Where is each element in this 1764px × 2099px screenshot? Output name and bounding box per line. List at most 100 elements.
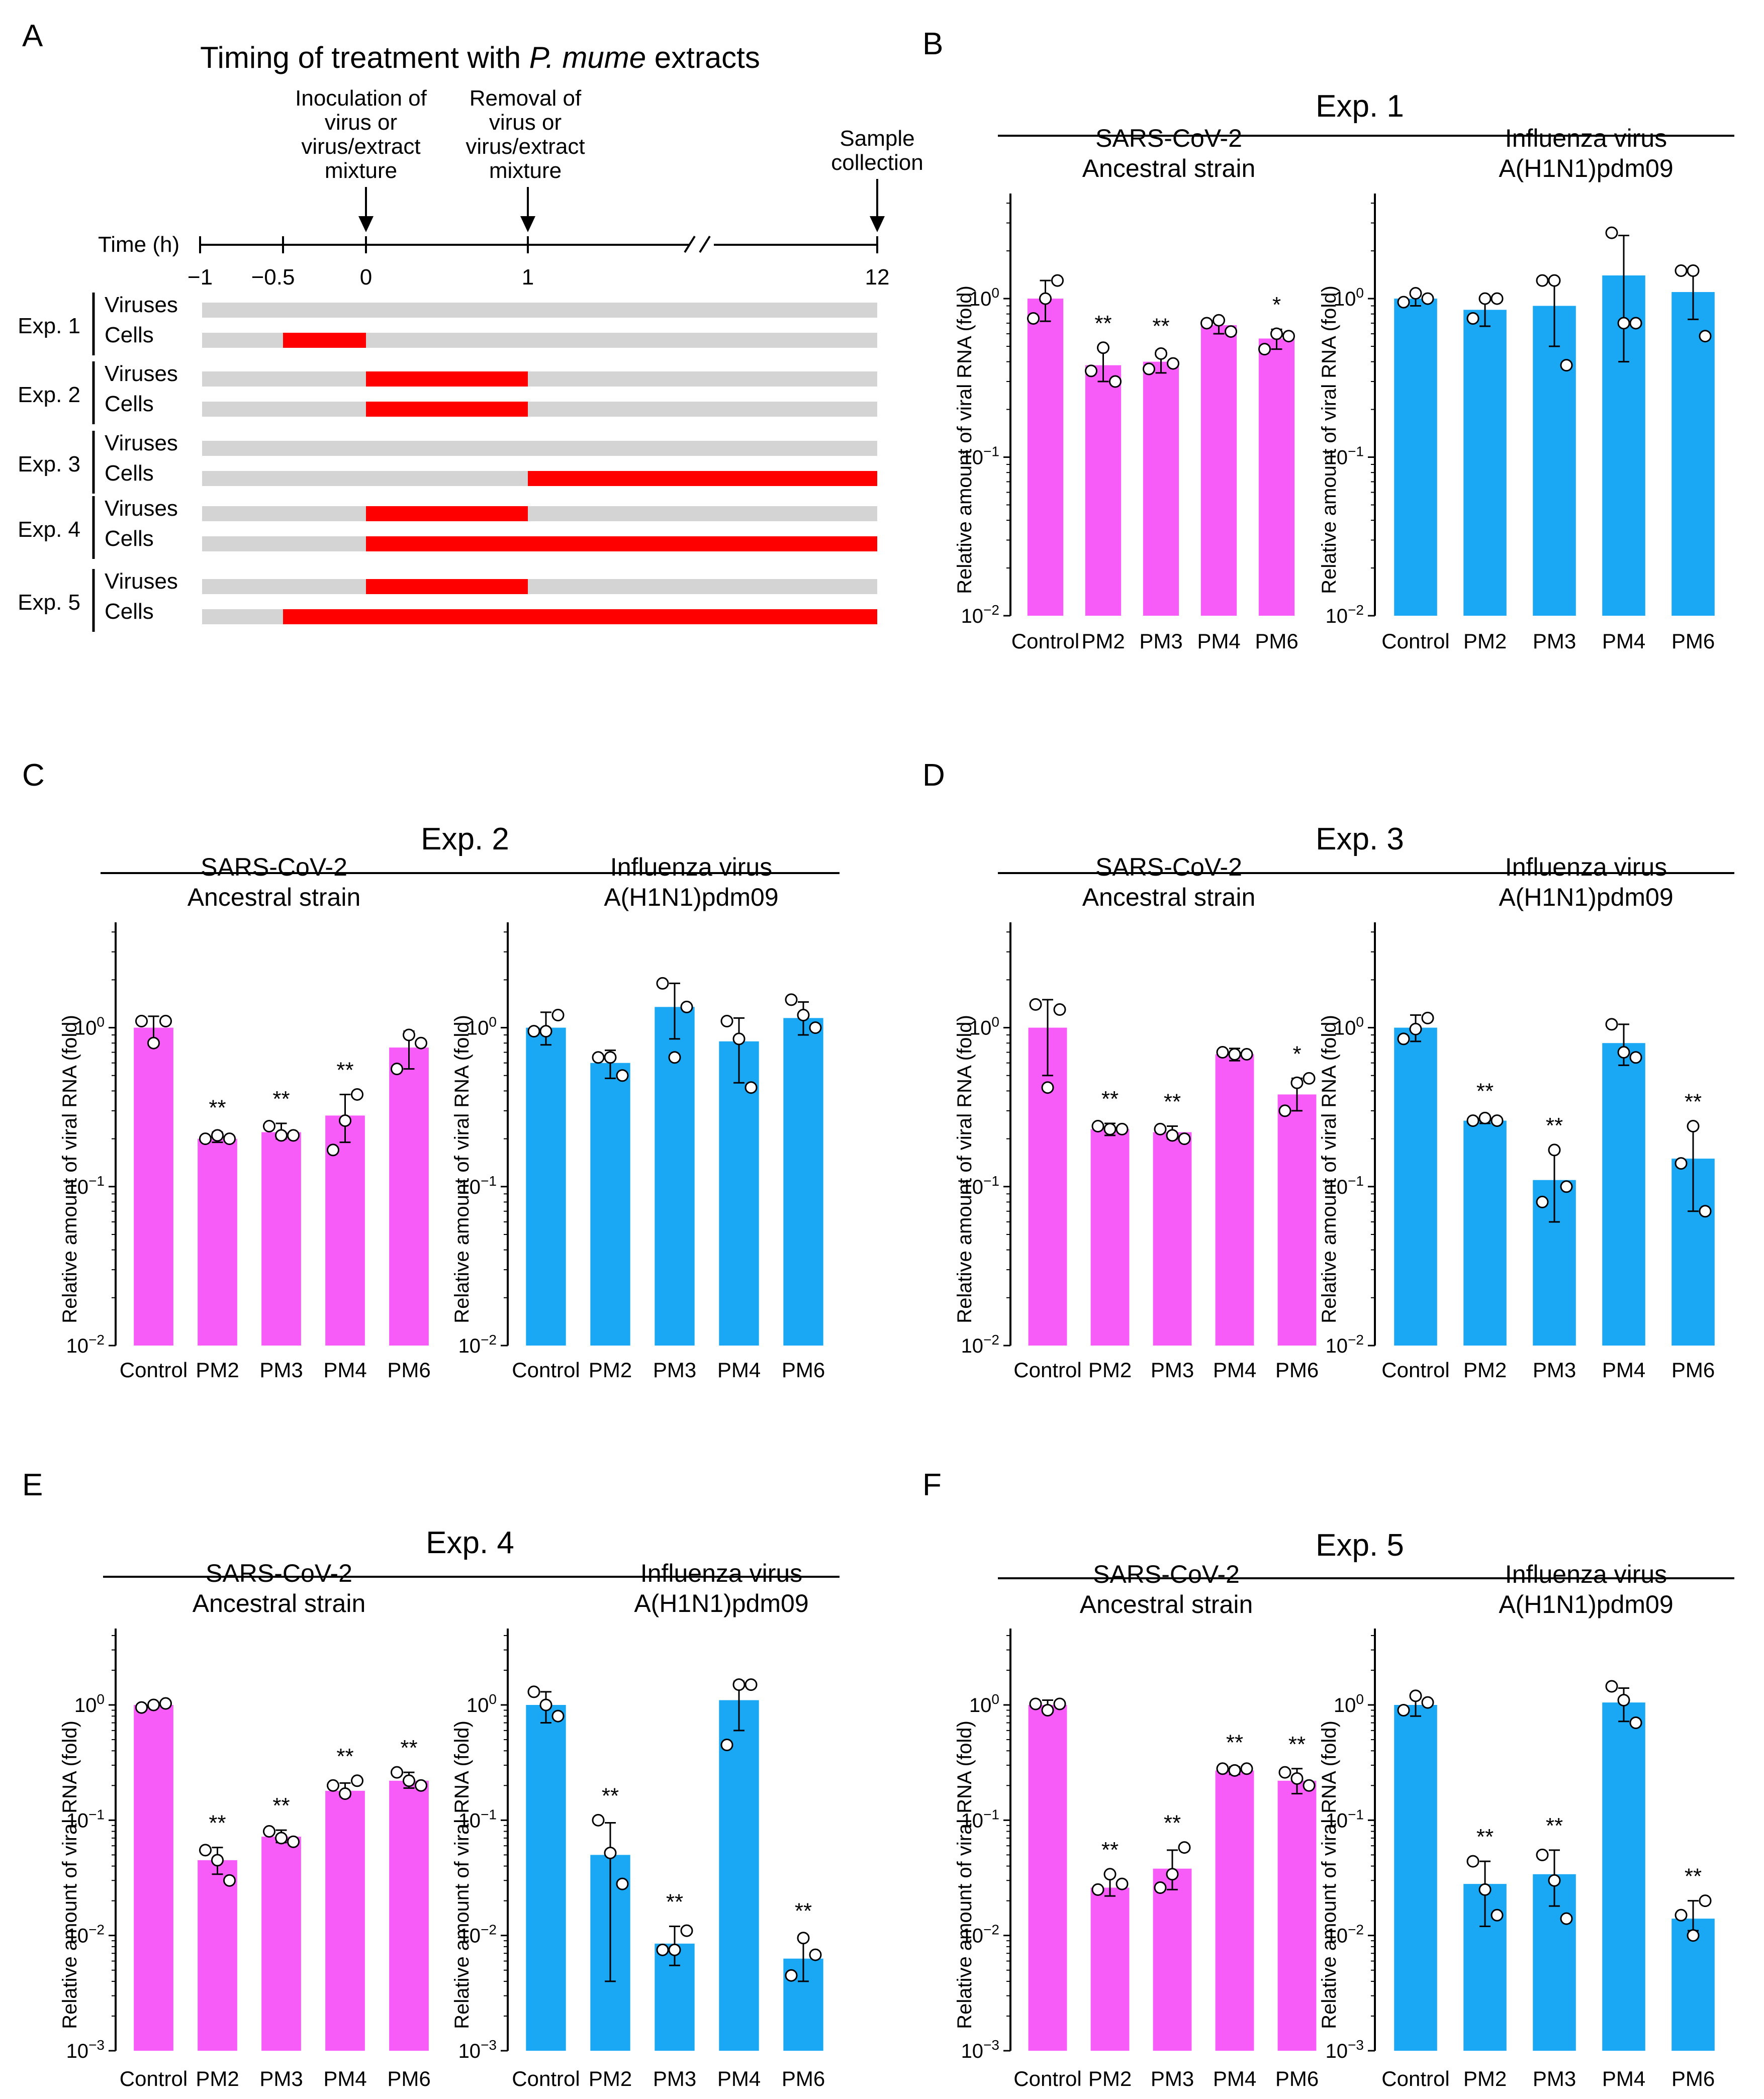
replicate-point xyxy=(1699,1894,1712,1907)
replicate-point xyxy=(263,1120,275,1133)
y-axis-label: Relative amount of viral RNA (fold) xyxy=(1318,1015,1340,1323)
replicate-point xyxy=(1278,1104,1291,1117)
replicate-point xyxy=(604,1051,617,1064)
significance-mark: ** xyxy=(400,1736,417,1760)
replicate-point xyxy=(1116,1877,1129,1890)
replicate-point xyxy=(592,1814,605,1827)
bar-pm4 xyxy=(1215,1770,1254,2051)
y-axis-label: Relative amount of viral RNA (fold) xyxy=(954,285,976,594)
event-label-line: Inoculation of xyxy=(295,86,427,111)
replicate-point xyxy=(1397,296,1410,309)
x-tick-label: PM2 xyxy=(589,1358,632,1382)
replicate-point xyxy=(1290,1076,1304,1089)
x-tick-label: PM3 xyxy=(1151,1358,1194,1382)
replicate-point xyxy=(1421,1696,1434,1709)
time-axis-label: Time (h) xyxy=(98,232,179,257)
significance-mark: ** xyxy=(1476,1079,1494,1103)
y-tick-label: 10−2 xyxy=(458,1332,497,1357)
replicate-point xyxy=(616,1877,629,1890)
experiment-1-timeline: Exp. 1 Viruses Cells xyxy=(18,293,877,355)
y-tick-label: 10−2 xyxy=(1326,1922,1364,1947)
experiment-4-timeline: Exp. 4 Viruses Cells xyxy=(18,496,877,559)
replicate-point xyxy=(1548,1143,1561,1157)
replicate-point xyxy=(1409,1689,1422,1702)
x-tick-label: PM2 xyxy=(1463,2067,1507,2090)
treatment-period-bar xyxy=(366,506,528,521)
replicate-point xyxy=(1178,1132,1191,1146)
treatment-period-bar xyxy=(528,471,877,486)
replicate-point xyxy=(415,1779,427,1792)
replicate-point xyxy=(135,1014,148,1027)
subplot-title-line: Influenza virus xyxy=(1505,124,1667,152)
experiment-title: Exp. 2 xyxy=(421,822,509,856)
significance-mark: ** xyxy=(1546,1113,1563,1138)
x-tick-label: PM3 xyxy=(1533,2067,1576,2090)
subplot-title-line: SARS-CoV-2 xyxy=(1093,1560,1240,1588)
x-tick-label: PM4 xyxy=(1602,629,1645,653)
timeline-row-label: Cells xyxy=(105,392,154,416)
replicate-point xyxy=(1466,1855,1479,1868)
significance-mark: ** xyxy=(795,1899,812,1924)
bar-pm4 xyxy=(1200,325,1237,616)
x-tick-label: PM4 xyxy=(717,2067,761,2090)
y-tick-label: 10−3 xyxy=(1326,2037,1364,2062)
subplot-title-line: Influenza virus xyxy=(1505,853,1667,881)
x-tick-label: PM3 xyxy=(1533,629,1576,653)
y-tick-label: 10−3 xyxy=(66,2037,105,2062)
timeline-bar xyxy=(202,402,877,417)
replicate-point xyxy=(1258,343,1271,356)
replicate-point xyxy=(1617,1046,1630,1059)
replicate-point xyxy=(1103,1868,1117,1881)
significance-mark: ** xyxy=(272,1793,290,1818)
panel-a-timeline: A Timing of treatment with P. mume extra… xyxy=(18,19,923,632)
significance-mark: * xyxy=(1272,293,1281,317)
x-tick-label: Control xyxy=(1381,1358,1449,1382)
significance-mark: ** xyxy=(209,1096,226,1120)
replicate-point xyxy=(1216,1762,1229,1775)
replicate-point xyxy=(351,1774,363,1787)
y-tick-label: 100 xyxy=(1334,1691,1364,1716)
x-tick-label: Control xyxy=(1381,629,1449,653)
replicate-point xyxy=(604,1846,617,1859)
subplot-title-line: A(H1N1)pdm09 xyxy=(1499,154,1673,182)
x-tick-label: PM3 xyxy=(1139,629,1182,653)
replicate-point xyxy=(1491,292,1504,305)
y-tick-label: 100 xyxy=(74,1691,105,1716)
replicate-point xyxy=(1617,317,1630,330)
replicate-point xyxy=(656,1943,669,1956)
subplot-title-line: Influenza virus xyxy=(610,853,772,881)
experiment-title: Exp. 5 xyxy=(1316,1528,1404,1563)
replicate-point xyxy=(1629,1051,1642,1064)
x-tick-label: PM6 xyxy=(387,2067,430,2090)
y-tick-label: 10−3 xyxy=(458,2037,497,2062)
x-tick-label: PM4 xyxy=(1213,1358,1256,1382)
replicate-point xyxy=(339,1114,351,1127)
x-tick-label: Control xyxy=(1011,629,1079,653)
y-tick-label: 100 xyxy=(969,1691,999,1716)
significance-mark: ** xyxy=(1476,1825,1494,1849)
subplot-title-line: Influenza virus xyxy=(640,1559,802,1587)
y-axis-label: Relative amount of viral RNA (fold) xyxy=(1318,285,1340,594)
replicate-point xyxy=(327,1779,339,1792)
y-axis-label: Relative amount of viral RNA (fold) xyxy=(954,1721,976,2029)
replicate-point xyxy=(539,1698,552,1711)
subplot-title-line: Ancestral strain xyxy=(188,883,361,911)
replicate-point xyxy=(1409,287,1422,300)
replicate-point xyxy=(1029,1697,1042,1710)
subplot-title-line: Ancestral strain xyxy=(1082,883,1256,911)
bar-pm2 xyxy=(1085,365,1122,616)
axis-break-mark xyxy=(699,235,711,253)
treatment-period-bar xyxy=(366,371,528,387)
significance-mark: ** xyxy=(1685,1864,1702,1889)
influenza-subplot: Influenza virusA(H1N1)pdm0910010−110−2Re… xyxy=(1318,853,1715,1382)
bar-pm2 xyxy=(590,1063,630,1346)
event-label-line: virus or xyxy=(325,110,397,135)
panel-letter: B xyxy=(922,27,943,61)
panel-letter-a: A xyxy=(22,19,43,53)
experiment-title: Exp. 4 xyxy=(426,1525,514,1560)
significance-mark: ** xyxy=(209,1811,226,1836)
